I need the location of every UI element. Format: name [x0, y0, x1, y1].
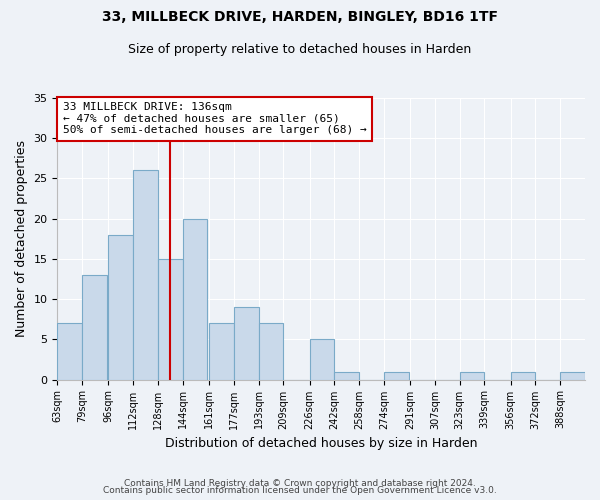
Bar — [310, 340, 334, 380]
Bar — [460, 372, 484, 380]
X-axis label: Distribution of detached houses by size in Harden: Distribution of detached houses by size … — [165, 437, 478, 450]
Bar — [58, 324, 82, 380]
Bar — [183, 218, 208, 380]
Bar — [560, 372, 585, 380]
Bar — [334, 372, 359, 380]
Bar — [109, 235, 133, 380]
Bar — [209, 324, 234, 380]
Bar — [234, 307, 259, 380]
Bar — [158, 259, 183, 380]
Bar — [384, 372, 409, 380]
Bar — [82, 275, 107, 380]
Bar — [259, 324, 283, 380]
Text: 33, MILLBECK DRIVE, HARDEN, BINGLEY, BD16 1TF: 33, MILLBECK DRIVE, HARDEN, BINGLEY, BD1… — [102, 10, 498, 24]
Text: Contains public sector information licensed under the Open Government Licence v3: Contains public sector information licen… — [103, 486, 497, 495]
Bar — [511, 372, 535, 380]
Text: 33 MILLBECK DRIVE: 136sqm
← 47% of detached houses are smaller (65)
50% of semi-: 33 MILLBECK DRIVE: 136sqm ← 47% of detac… — [62, 102, 367, 136]
Text: Contains HM Land Registry data © Crown copyright and database right 2024.: Contains HM Land Registry data © Crown c… — [124, 478, 476, 488]
Bar — [133, 170, 158, 380]
Text: Size of property relative to detached houses in Harden: Size of property relative to detached ho… — [128, 42, 472, 56]
Y-axis label: Number of detached properties: Number of detached properties — [15, 140, 28, 338]
